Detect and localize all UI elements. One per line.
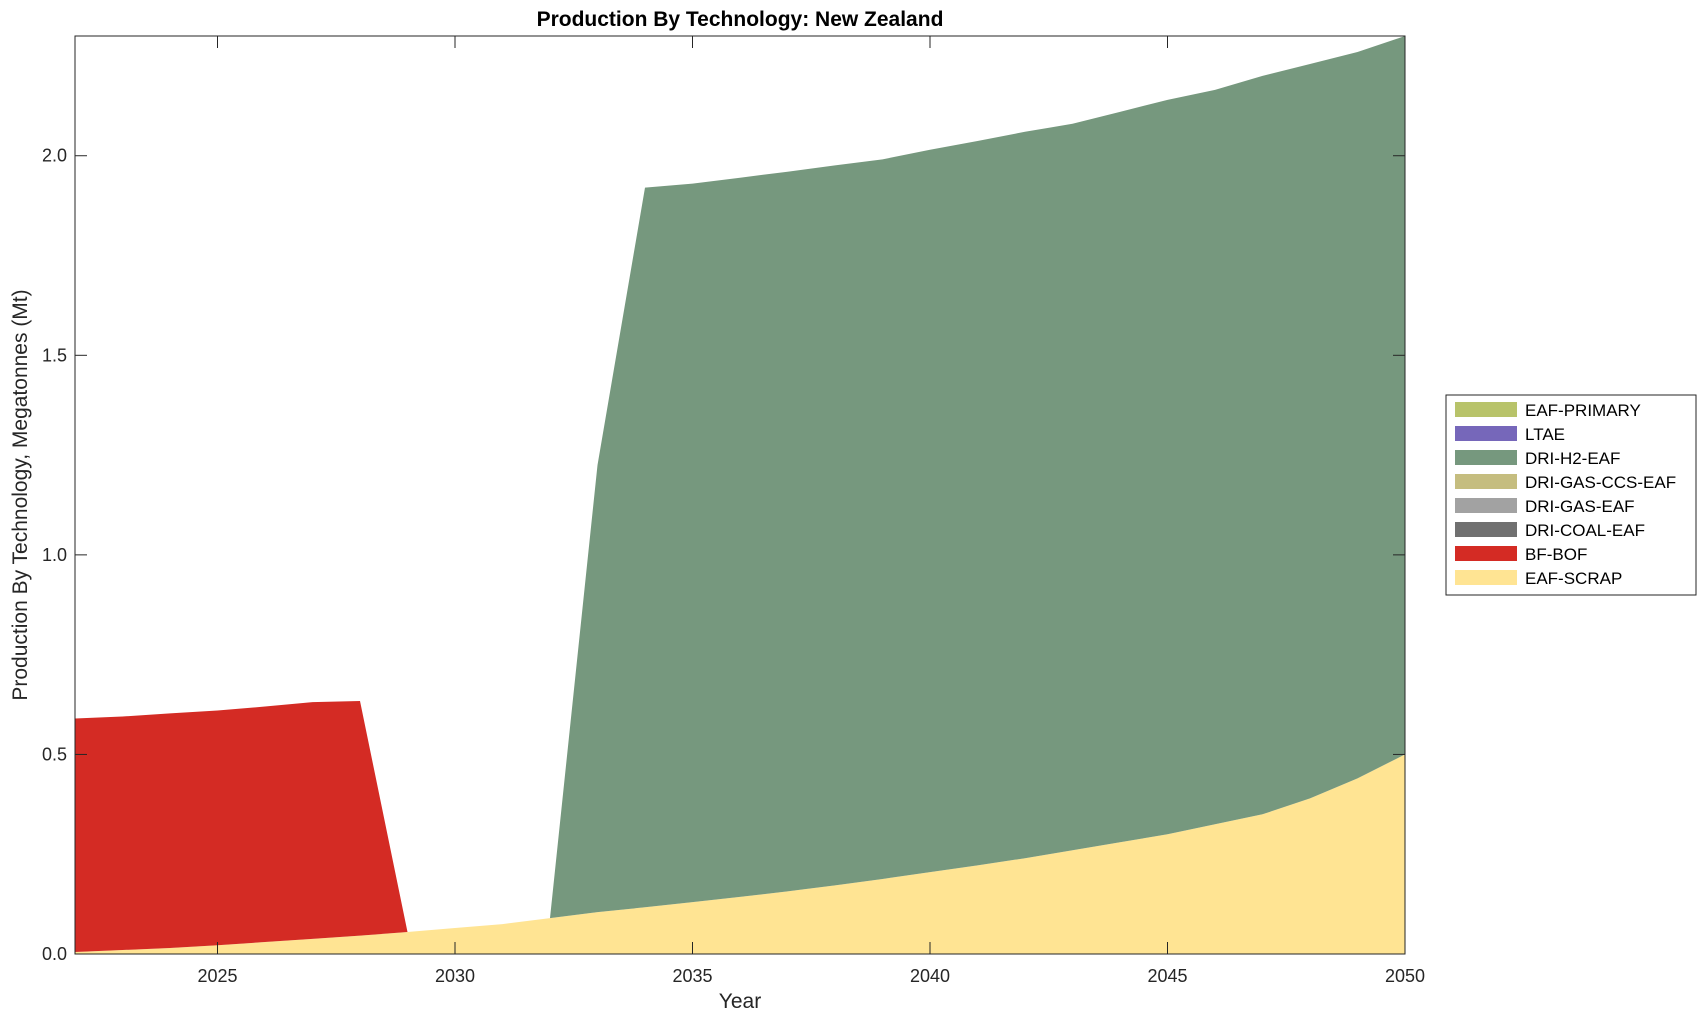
legend-swatch — [1455, 426, 1517, 441]
legend-swatch — [1455, 450, 1517, 465]
legend-swatch — [1455, 522, 1517, 537]
y-tick-label: 0.5 — [42, 744, 67, 764]
x-axis: 2025 2030 2035 2040 2045 2050 — [197, 36, 1425, 986]
y-tick-label: 1.0 — [42, 545, 67, 565]
legend-label: DRI-GAS-CCS-EAF — [1525, 473, 1676, 492]
chart-title: Production By Technology: New Zealand — [537, 8, 944, 31]
x-axis-label: Year — [719, 990, 761, 1013]
legend-swatch — [1455, 474, 1517, 489]
legend-label: DRI-COAL-EAF — [1525, 521, 1645, 540]
x-tick-label: 2045 — [1147, 966, 1187, 986]
x-tick-label: 2030 — [435, 966, 475, 986]
legend-label: EAF-PRIMARY — [1525, 401, 1641, 420]
legend-label: LTAE — [1525, 425, 1565, 444]
legend-label: EAF-SCRAP — [1525, 569, 1622, 588]
legend-label: DRI-H2-EAF — [1525, 449, 1620, 468]
y-tick-label: 1.5 — [42, 345, 67, 365]
x-tick-label: 2050 — [1385, 966, 1425, 986]
y-tick-label: 0.0 — [42, 944, 67, 964]
area-eaf-scrap — [75, 754, 1405, 954]
y-axis: 0.0 0.5 1.0 1.5 2.0 — [42, 146, 1405, 964]
legend-box — [1445, 394, 1697, 596]
area-series-group — [75, 36, 1405, 954]
plot-frame — [74, 35, 1406, 955]
y-tick-label: 2.0 — [42, 146, 67, 166]
legend-label: DRI-GAS-EAF — [1525, 497, 1635, 516]
legend-swatch — [1455, 546, 1517, 561]
x-tick-label: 2035 — [672, 966, 712, 986]
y-axis-label: Production By Technology, Megatonnes (Mt… — [9, 289, 32, 700]
legend-swatch — [1455, 498, 1517, 513]
legend: EAF-PRIMARY LTAE DRI-H2-EAF DRI-GAS-CCS-EAF… — [1445, 394, 1697, 596]
legend-label: BF-BOF — [1525, 545, 1587, 564]
area-dri-h2-eaf — [75, 36, 1405, 933]
x-tick-label: 2025 — [197, 966, 237, 986]
area-bf-bof — [75, 700, 1405, 952]
x-tick-label: 2040 — [910, 966, 950, 986]
legend-swatch — [1455, 570, 1517, 585]
legend-swatch — [1455, 402, 1517, 417]
